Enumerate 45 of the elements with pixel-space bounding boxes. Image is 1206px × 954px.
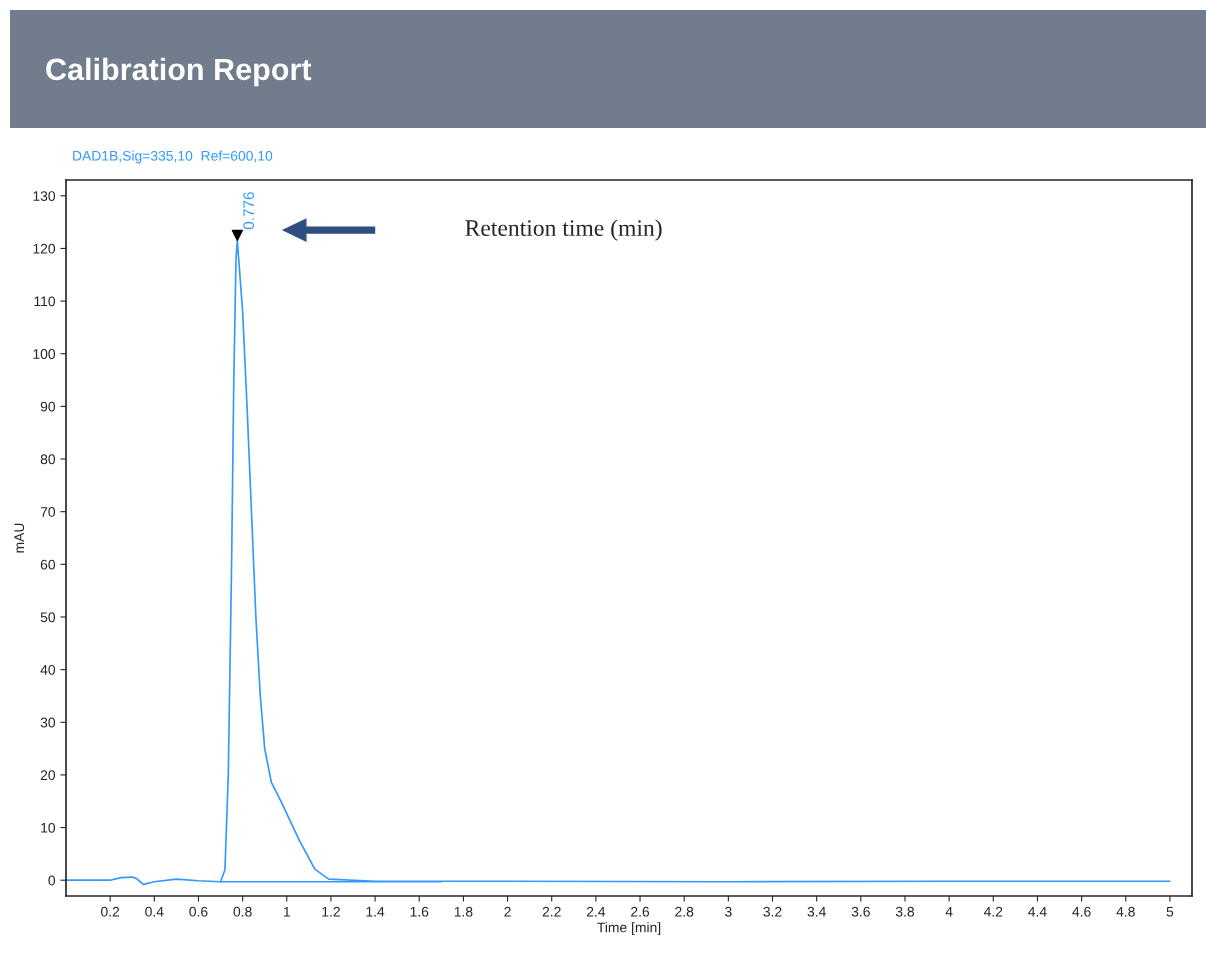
x-tick-label: 0.4	[145, 906, 164, 917]
x-tick-label: 3.8	[895, 906, 915, 917]
y-tick-label: 120	[33, 243, 56, 254]
y-tick-label: 40	[40, 664, 56, 675]
x-tick-label: 1.2	[322, 906, 340, 917]
y-tick-label: 50	[40, 612, 56, 623]
y-tick-label: 110	[34, 296, 56, 307]
y-tick-label: 90	[40, 401, 56, 412]
x-tick-label: 2.2	[542, 906, 561, 917]
y-tick-label: 100	[33, 349, 56, 359]
x-tick-label: 4.6	[1072, 906, 1091, 917]
x-tick-label: 3.4	[807, 906, 826, 917]
y-tick-label: 20	[40, 770, 56, 781]
x-tick-label: 0.8	[233, 906, 252, 917]
x-tick-label: 2.6	[631, 906, 650, 917]
x-tick-label: 3.6	[851, 906, 870, 917]
x-tick-label: 2	[504, 906, 511, 917]
x-tick-label: 4.8	[1116, 906, 1135, 917]
x-tick-label: 2.4	[586, 906, 606, 917]
annotation: 0.776	[243, 192, 255, 230]
annotation: Retention time (min)	[465, 219, 662, 241]
x-tick-label: 4.2	[983, 906, 1003, 917]
x-tick-label: 1.4	[366, 906, 385, 917]
y-tick-label: 70	[40, 507, 56, 517]
y-tick-label: 130	[33, 191, 56, 201]
y-tick-label: 60	[40, 559, 56, 570]
y-tick-label: 30	[40, 717, 56, 728]
x-tick-label: 1.6	[410, 906, 429, 917]
x-tick-label: 4	[945, 906, 953, 917]
x-tick-label: 0.2	[101, 906, 120, 917]
x-tick-label: 3	[725, 906, 732, 917]
y-tick-label: 80	[40, 454, 56, 465]
x-axis-title: Time [min]	[597, 922, 661, 936]
chart-subtitle: DAD1B,Sig=335,10 Ref=600,10	[73, 150, 273, 164]
chart-title: Calibration Report	[46, 57, 312, 87]
x-tick-label: 1.8	[454, 906, 473, 917]
x-tick-label: 5	[1166, 906, 1174, 917]
y-tick-label: 0	[48, 875, 56, 886]
x-tick-label: 1	[283, 906, 290, 917]
y-tick-label: 10	[41, 822, 56, 833]
x-tick-label: 0.6	[189, 906, 208, 917]
x-tick-label: 2.8	[675, 906, 694, 917]
x-tick-label: 4.4	[1028, 906, 1047, 917]
x-tick-label: 3.2	[763, 906, 782, 917]
y-axis-title: mAU	[14, 523, 25, 553]
